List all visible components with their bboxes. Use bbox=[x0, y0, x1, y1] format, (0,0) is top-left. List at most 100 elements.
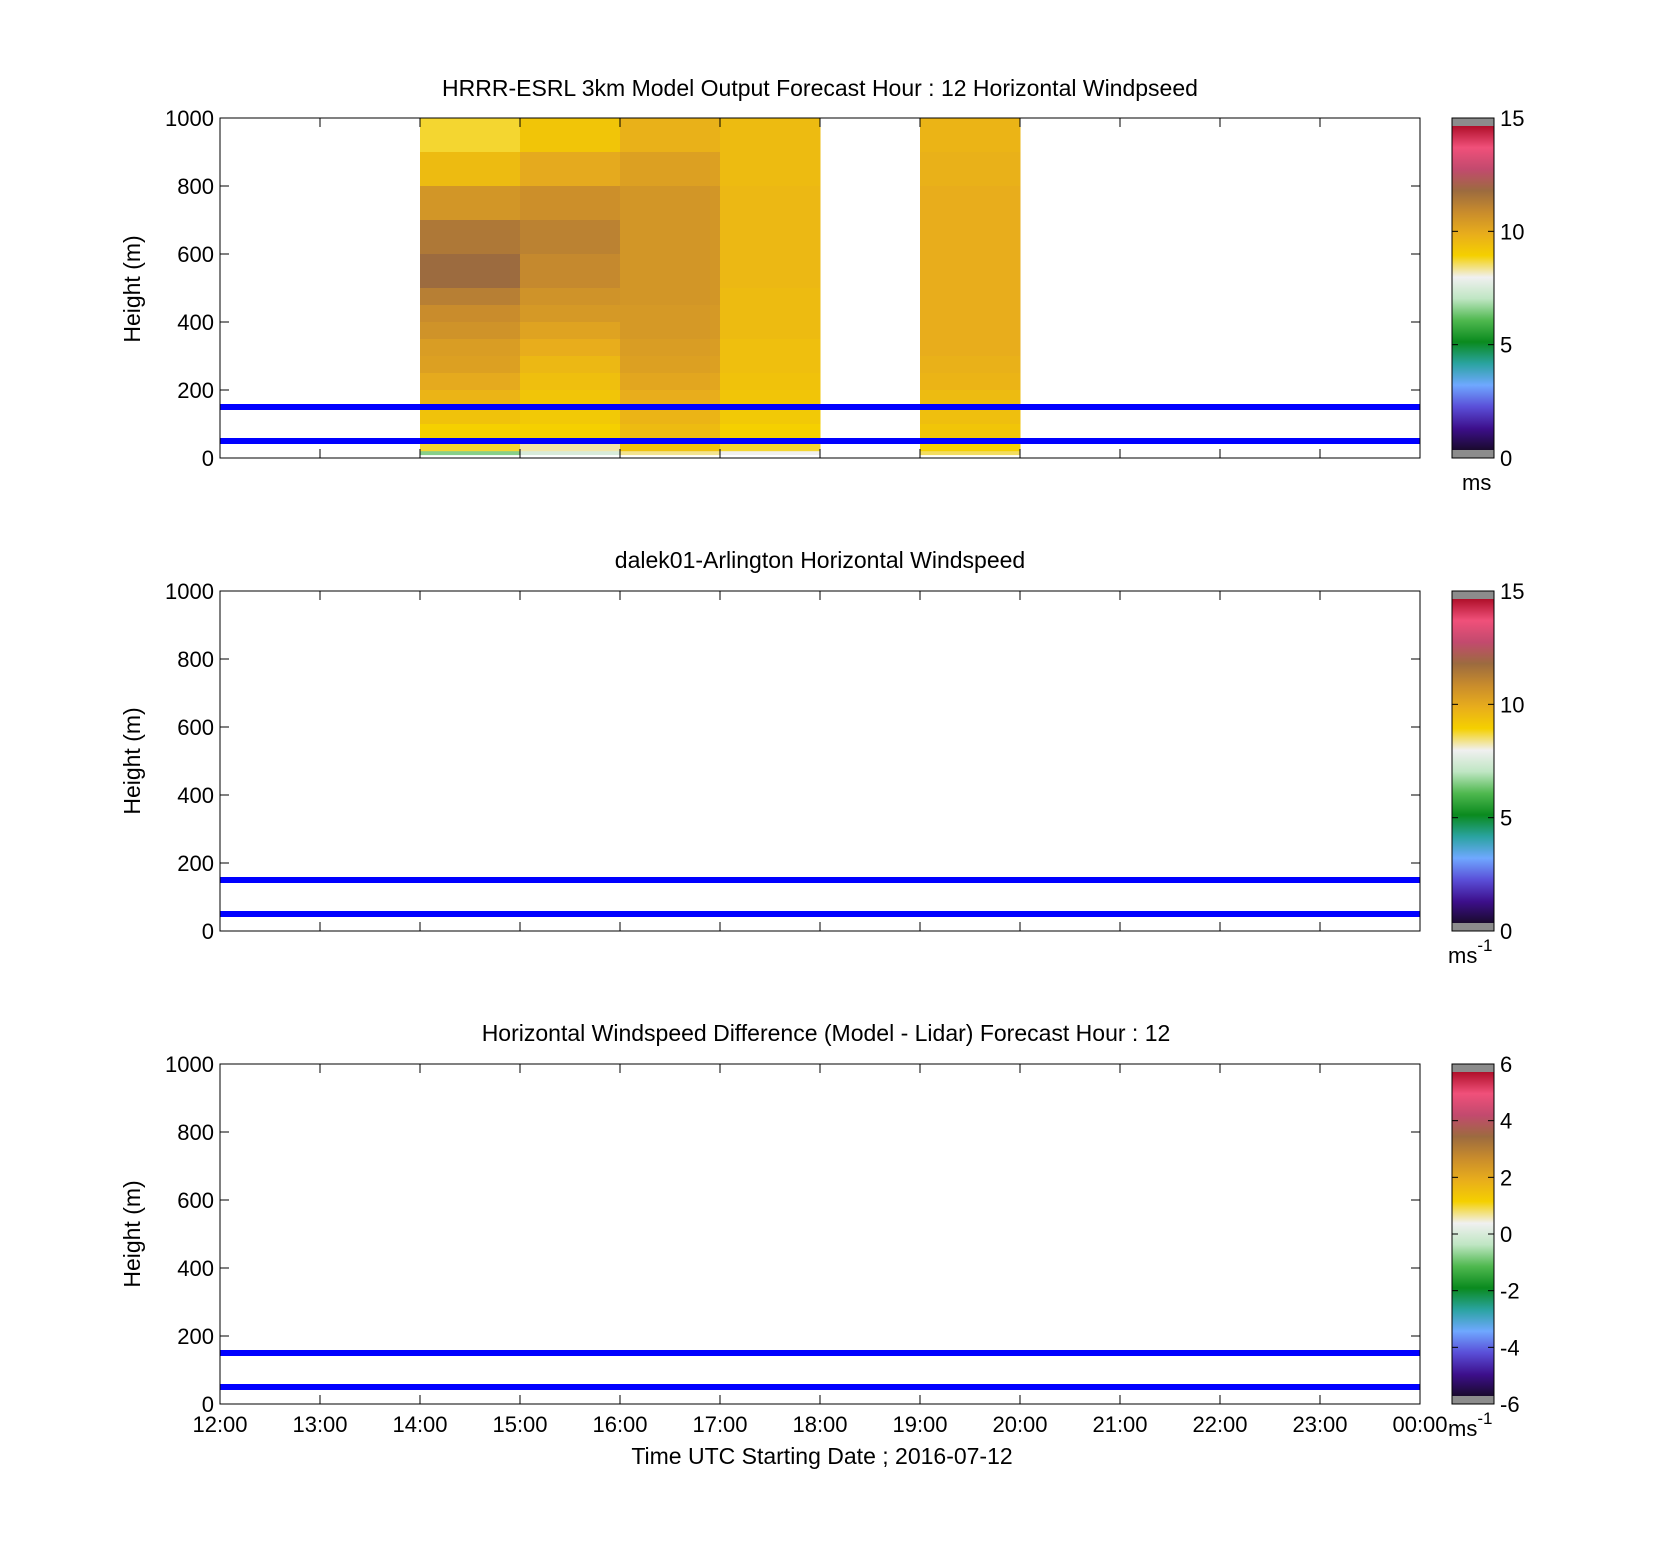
heatmap-cell bbox=[620, 424, 721, 442]
heatmap-cell bbox=[920, 424, 1021, 442]
heatmap-cell bbox=[620, 390, 721, 408]
colorbar-cap bbox=[1452, 1396, 1494, 1404]
colorbar-gradient bbox=[1452, 1072, 1494, 1396]
heatmap-cell bbox=[620, 152, 721, 187]
heatmap-cell bbox=[720, 390, 821, 408]
heatmap-cell bbox=[520, 254, 621, 289]
x-ticks bbox=[219, 118, 1421, 458]
y-tick-label: 600 bbox=[177, 1188, 214, 1213]
y-axis-label: Height (m) bbox=[119, 707, 145, 814]
heatmap-cell bbox=[420, 373, 521, 391]
x-tick-label: 23:00 bbox=[1292, 1412, 1347, 1437]
heatmap-cell bbox=[520, 390, 621, 408]
y-tick-label: 600 bbox=[177, 242, 214, 267]
heatmap-cell bbox=[620, 220, 721, 255]
colorbar-gradient bbox=[1452, 126, 1494, 450]
heatmap-cell bbox=[720, 451, 821, 456]
y-tick-label: 0 bbox=[202, 446, 214, 471]
y-tick-label: 200 bbox=[177, 1324, 214, 1349]
colorbar-tick-label: 5 bbox=[1500, 806, 1512, 831]
y-tick-label: 0 bbox=[202, 919, 214, 944]
y-ticks: 0 200 400 600 800 1000 bbox=[165, 106, 1420, 471]
heatmap-cell bbox=[720, 424, 821, 442]
heatmap-cell bbox=[920, 254, 1021, 289]
heatmap-cell bbox=[620, 441, 721, 452]
heatmap-cell bbox=[620, 356, 721, 374]
heatmap-cell bbox=[720, 339, 821, 357]
heatmap-cell bbox=[720, 118, 821, 153]
y-tick-label: 400 bbox=[177, 310, 214, 335]
heatmap-cell bbox=[520, 186, 621, 221]
heatmap-cell bbox=[920, 451, 1021, 456]
colorbar-unit: ms-1 bbox=[1448, 936, 1492, 968]
reference-lines bbox=[220, 404, 1420, 444]
heatmap-cell bbox=[620, 451, 721, 456]
heatmap-cell bbox=[420, 305, 521, 323]
heatmap-cell bbox=[620, 186, 721, 221]
heatmap-cell bbox=[420, 220, 521, 255]
heatmap-cell bbox=[520, 451, 621, 456]
y-tick-label: 400 bbox=[177, 1256, 214, 1281]
reference-lines bbox=[220, 1350, 1420, 1390]
heatmap-cell bbox=[920, 373, 1021, 391]
heatmap-cell bbox=[920, 288, 1021, 306]
heatmap-cell bbox=[920, 322, 1021, 340]
x-tick-label: 13:00 bbox=[292, 1412, 347, 1437]
colorbar-tick-label: 2 bbox=[1500, 1165, 1512, 1190]
y-tick-label: 0 bbox=[202, 1392, 214, 1417]
colorbar-tick-label: 10 bbox=[1500, 692, 1524, 717]
colorbar: 0 5 10 15 ms bbox=[1451, 106, 1524, 495]
heatmap-cell bbox=[420, 424, 521, 442]
colorbar-gradient bbox=[1452, 599, 1494, 923]
x-tick-label: 21:00 bbox=[1092, 1412, 1147, 1437]
x-ticks: 12:00 13:00 14:00 15:00 16:00 17:00 18:00 19:00… bbox=[192, 1064, 1448, 1437]
heatmap-cell bbox=[420, 390, 521, 408]
colorbar-frame bbox=[1451, 117, 1495, 459]
heatmap-cell bbox=[420, 339, 521, 357]
heatmap-cells bbox=[420, 118, 1021, 456]
x-tick-label: 17:00 bbox=[692, 1412, 747, 1437]
colorbar-cap bbox=[1452, 450, 1494, 458]
heatmap-cell bbox=[920, 390, 1021, 408]
y-tick-label: 600 bbox=[177, 715, 214, 740]
heatmap-cell bbox=[420, 451, 521, 456]
x-tick-label: 18:00 bbox=[792, 1412, 847, 1437]
y-tick-label: 400 bbox=[177, 783, 214, 808]
colorbar-tick-label: 15 bbox=[1500, 106, 1524, 131]
heatmap-cell bbox=[420, 118, 521, 153]
heatmap-cell bbox=[720, 186, 821, 221]
heatmap-cell bbox=[420, 288, 521, 306]
colorbar-tick-label: -4 bbox=[1500, 1335, 1520, 1360]
colorbar-unit: ms-1 bbox=[1448, 1409, 1492, 1441]
colorbar-tick-label: 10 bbox=[1500, 219, 1524, 244]
heatmap-cell bbox=[720, 152, 821, 187]
y-tick-label: 1000 bbox=[165, 1052, 214, 1077]
colorbar-tick-label: 5 bbox=[1500, 333, 1512, 358]
panel-model-windspeed: HRRR-ESRL 3km Model Output Forecast Hour… bbox=[119, 75, 1524, 495]
colorbar-tick-label: -2 bbox=[1500, 1279, 1520, 1304]
colorbar-tick-label: -6 bbox=[1500, 1392, 1520, 1417]
panel-windspeed-difference: Horizontal Windspeed Difference (Model -… bbox=[119, 1020, 1520, 1441]
y-tick-label: 200 bbox=[177, 378, 214, 403]
heatmap-cell bbox=[520, 339, 621, 357]
heatmap-cell bbox=[620, 339, 721, 357]
heatmap-cell bbox=[620, 118, 721, 153]
colorbar-cap bbox=[1452, 1064, 1494, 1072]
x-tick-label: 22:00 bbox=[1192, 1412, 1247, 1437]
colorbar-unit: ms bbox=[1462, 470, 1491, 495]
heatmap-cell bbox=[620, 288, 721, 306]
x-tick-label: 12:00 bbox=[192, 1412, 247, 1437]
x-ticks bbox=[219, 591, 1421, 931]
heatmap-cell bbox=[420, 322, 521, 340]
heatmap-cell bbox=[420, 407, 521, 425]
y-tick-label: 800 bbox=[177, 647, 214, 672]
panel-title: Horizontal Windspeed Difference (Model -… bbox=[482, 1020, 1171, 1046]
colorbar-tick-label: 6 bbox=[1500, 1052, 1512, 1077]
x-axis-label: Time UTC Starting Date ; 2016-07-12 bbox=[631, 1443, 1012, 1469]
heatmap-cell bbox=[520, 407, 621, 425]
heatmap-cell bbox=[920, 339, 1021, 357]
heatmap-cell bbox=[620, 305, 721, 323]
heatmap-cell bbox=[920, 407, 1021, 425]
heatmap-cell bbox=[720, 305, 821, 323]
heatmap-cell bbox=[520, 356, 621, 374]
